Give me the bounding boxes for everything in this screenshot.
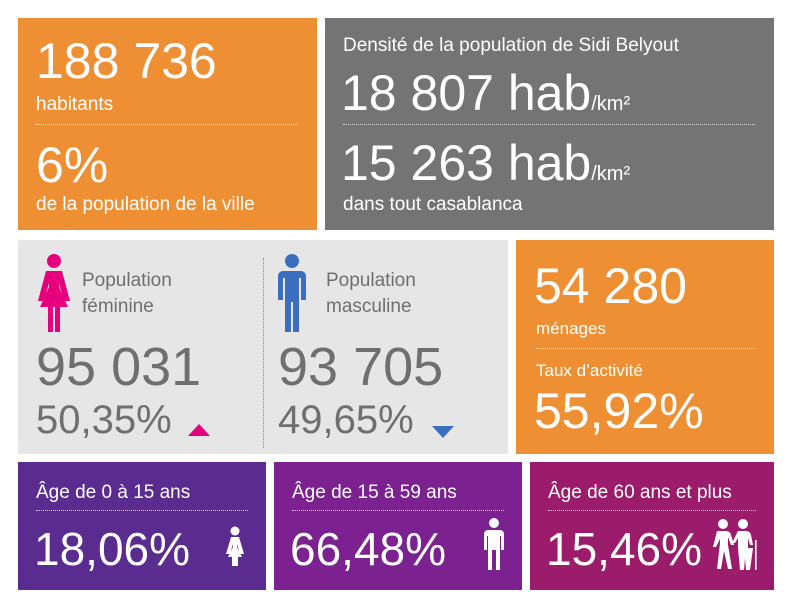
age-pct: 18,06% <box>34 523 191 575</box>
density-city-unit: /km² <box>591 163 631 185</box>
female-label-line2: féminine <box>82 295 154 317</box>
activity-rate: 55,92% <box>534 383 704 439</box>
households-label: ménages <box>536 319 606 338</box>
triangle-down-icon <box>432 426 454 438</box>
female-label-line1: Population <box>82 270 172 291</box>
density-local-value: 18 807 hab <box>341 65 592 121</box>
divider <box>292 510 504 511</box>
density-card: Densité de la population de Sidi Belyout… <box>325 18 774 230</box>
divider <box>36 510 248 511</box>
male-pct: 49,65% <box>278 398 414 442</box>
age-card-0-15: Âge de 0 à 15 ans 18,06% <box>18 462 266 590</box>
age-title: Âge de 15 à 59 ans <box>292 482 457 503</box>
density-city: 15 263 hab/km² <box>341 138 630 188</box>
female-pct: 50,35% <box>36 398 172 442</box>
density-local-unit: /km² <box>591 93 631 115</box>
triangle-up-icon <box>188 424 210 436</box>
households-card: 54 280 ménages Taux d’activité 55,92% <box>516 240 774 454</box>
female-count: 95 031 <box>36 337 202 397</box>
woman-icon <box>38 254 70 332</box>
male-count: 93 705 <box>278 337 444 397</box>
activity-label: Taux d’activité <box>536 361 643 380</box>
population-card: 188 736 habitants 6% de la population de… <box>18 18 317 230</box>
male-label-line1: Population <box>326 270 416 291</box>
population-share-label: de la population de la ville <box>36 194 255 215</box>
female-label: Population féminine <box>82 268 172 319</box>
divider <box>343 124 755 125</box>
divider <box>36 124 298 125</box>
child-icon <box>226 526 244 566</box>
male-label-line2: masculine <box>326 295 412 317</box>
male-label: Population masculine <box>326 268 416 319</box>
man-icon <box>278 254 306 332</box>
age-pct: 15,46% <box>546 523 703 575</box>
density-city-value: 15 263 hab <box>341 135 592 191</box>
density-local: 18 807 hab/km² <box>341 68 630 118</box>
age-title: Âge de 0 à 15 ans <box>36 482 191 503</box>
density-city-label: dans tout casablanca <box>343 194 523 215</box>
elderly-couple-icon <box>713 519 757 570</box>
gender-card: Population féminine 95 031 50,35% Popula… <box>18 240 508 454</box>
households-count: 54 280 <box>534 258 687 314</box>
adult-icon <box>484 518 504 570</box>
age-card-60-plus: Âge de 60 ans et plus 15,46% <box>530 462 774 590</box>
population-total: 188 736 <box>36 33 217 89</box>
age-pct: 66,48% <box>290 523 447 575</box>
age-title: Âge de 60 ans et plus <box>548 482 732 503</box>
divider <box>536 348 756 349</box>
population-total-label: habitants <box>36 94 114 115</box>
age-card-15-59: Âge de 15 à 59 ans 66,48% <box>274 462 522 590</box>
density-title: Densité de la population de Sidi Belyout <box>343 35 679 56</box>
population-share: 6% <box>36 137 109 193</box>
divider <box>548 510 756 511</box>
divider <box>263 258 264 448</box>
